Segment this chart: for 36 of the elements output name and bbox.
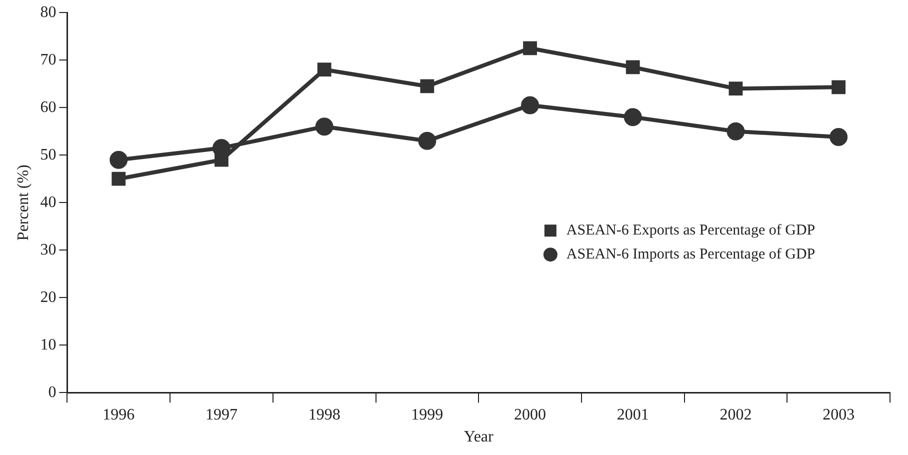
y-tick-label: 40 [40,194,56,211]
point [112,172,126,186]
legend-label: ASEAN-6 Imports as Percentage of GDP [566,246,816,263]
x-tick-label: 1996 [102,406,135,424]
point [110,150,128,169]
point [418,132,436,150]
point [521,96,540,114]
point [626,60,640,74]
x-tick-label: 2000 [514,406,546,424]
x-tick-label: 2001 [616,406,649,424]
point [830,128,848,146]
y-tick-label: 60 [40,98,56,116]
y-axis-title: Percent (%) [14,164,32,241]
point [726,122,745,140]
x-tick-label: 2003 [822,406,855,424]
y-tick-label: 30 [40,241,56,258]
x-tick-label: 1998 [308,406,340,424]
x-tick-label: 2002 [720,406,752,424]
point [624,108,642,126]
y-tick-label: 70 [40,51,56,68]
point [420,79,434,94]
y-tick-label: 80 [40,4,56,21]
point [214,152,228,167]
y-tick-label: 50 [40,146,56,164]
y-tick-label: 10 [40,336,56,354]
x-axis-title: Year [464,428,494,446]
point [728,82,743,96]
legend-label: ASEAN-6 Exports as Percentage of GDP [566,222,816,239]
point [317,62,332,77]
point [832,80,846,94]
y-tick-label: 0 [48,384,56,401]
y-tick-label: 20 [40,288,56,306]
x-tick-label: 1999 [411,406,444,424]
point [523,41,537,56]
point [315,118,334,136]
x-tick-label: 1997 [205,406,238,424]
